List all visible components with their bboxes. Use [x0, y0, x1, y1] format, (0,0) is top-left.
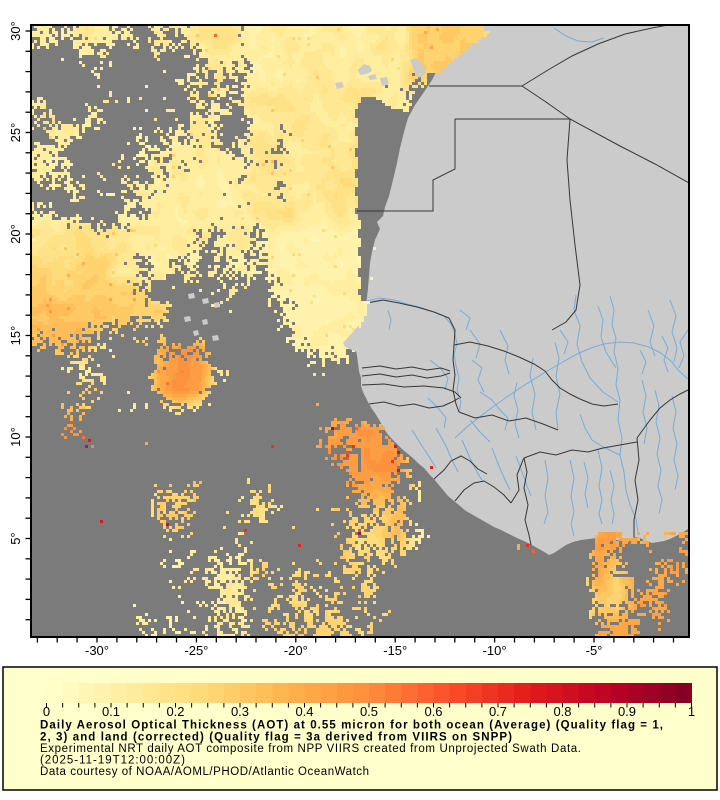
svg-text:Data courtesy of NOAA/AOML/PHO: Data courtesy of NOAA/AOML/PHOD/Atlantic… [40, 766, 369, 778]
svg-text:20°: 20° [8, 224, 23, 244]
svg-text:-25°: -25° [184, 643, 208, 658]
svg-text:-30°: -30° [85, 643, 109, 658]
svg-text:Experimental NRT daily AOT com: Experimental NRT daily AOT composite fro… [40, 743, 581, 755]
svg-text:0.2: 0.2 [166, 704, 184, 719]
svg-text:-10°: -10° [483, 643, 507, 658]
svg-text:25°: 25° [8, 123, 23, 143]
svg-text:0.3: 0.3 [231, 704, 249, 719]
svg-text:-20°: -20° [284, 643, 308, 658]
svg-text:0.6: 0.6 [424, 704, 442, 719]
svg-text:15°: 15° [8, 326, 23, 346]
svg-text:1: 1 [688, 704, 695, 719]
svg-text:30°: 30° [8, 21, 23, 41]
svg-text:0.8: 0.8 [553, 704, 571, 719]
svg-text:5°: 5° [8, 532, 23, 544]
svg-text:Daily Aerosol Optical Thicknes: Daily Aerosol Optical Thickness (AOT) at… [40, 720, 663, 732]
svg-text:-15°: -15° [383, 643, 407, 658]
svg-text:0.5: 0.5 [360, 704, 378, 719]
svg-text:0.7: 0.7 [489, 704, 507, 719]
svg-text:0.4: 0.4 [295, 704, 313, 719]
svg-text:0.9: 0.9 [618, 704, 636, 719]
svg-text:2, 3) and land (corrected) (Qu: 2, 3) and land (corrected) (Quality flag… [40, 732, 512, 744]
svg-text:0.1: 0.1 [102, 704, 120, 719]
svg-text:-5°: -5° [586, 643, 603, 658]
svg-text:0: 0 [43, 704, 50, 719]
svg-text:(2025-11-19T12:00:00Z): (2025-11-19T12:00:00Z) [40, 755, 185, 767]
svg-text:10°: 10° [8, 427, 23, 447]
